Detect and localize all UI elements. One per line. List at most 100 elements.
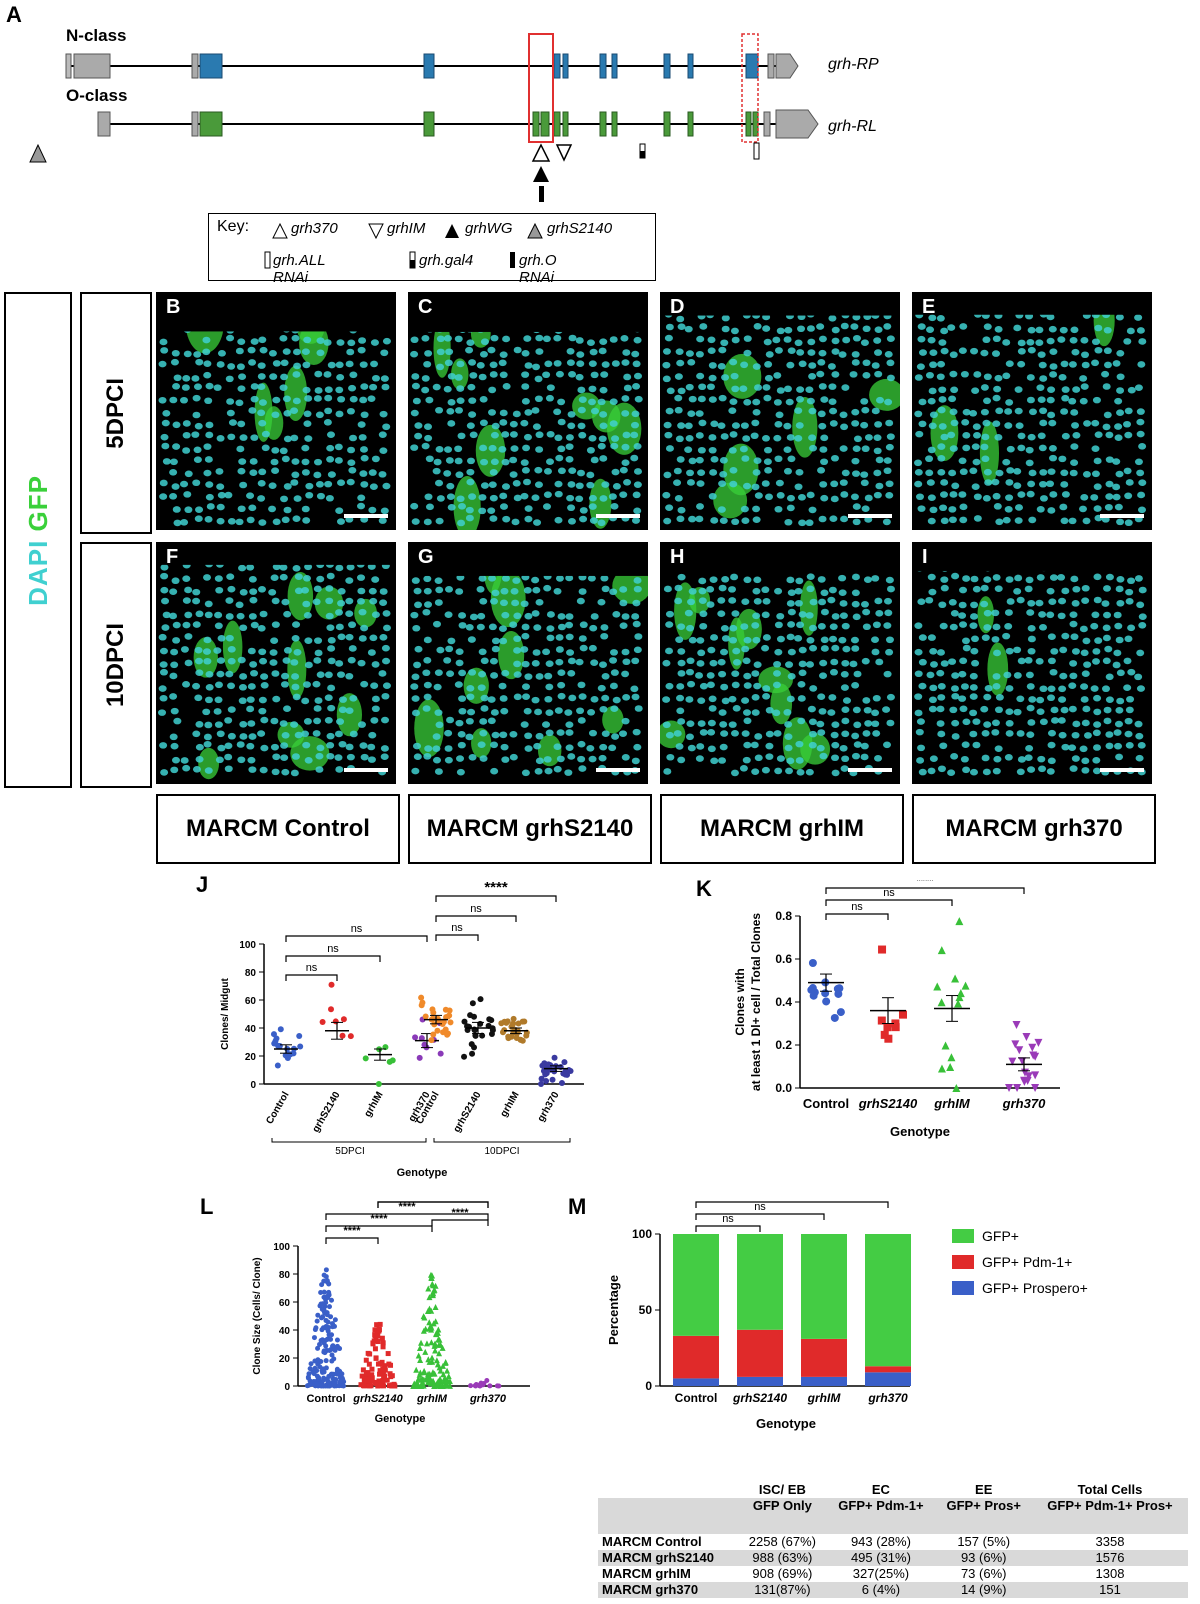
tick-label: 0.0 xyxy=(775,1081,792,1095)
data-point xyxy=(513,1034,520,1041)
data-point xyxy=(363,1357,369,1363)
category-label: grhS2140 xyxy=(311,1090,343,1135)
data-point xyxy=(471,1013,478,1020)
data-point xyxy=(382,1367,388,1373)
data-point xyxy=(307,1366,313,1372)
data-point xyxy=(319,1327,325,1333)
data-point xyxy=(323,1358,329,1364)
panel-k-letter: K xyxy=(696,876,712,901)
data-point xyxy=(385,1351,391,1357)
data-point xyxy=(375,1081,382,1087)
o-exon xyxy=(599,111,607,137)
bar-segment xyxy=(801,1234,847,1339)
data-point xyxy=(376,1378,382,1384)
key-title: Key: xyxy=(217,218,250,235)
data-point xyxy=(386,1361,392,1367)
category-label: grhIM xyxy=(807,1391,842,1405)
data-point xyxy=(426,1305,433,1312)
data-point xyxy=(472,1383,478,1389)
data-point xyxy=(472,1032,479,1039)
o-exon xyxy=(562,111,569,137)
data-point xyxy=(519,1037,526,1044)
micrograph-letter: C xyxy=(418,296,433,318)
data-point xyxy=(1013,1084,1022,1092)
data-point xyxy=(320,1301,326,1307)
data-point xyxy=(422,1348,429,1355)
data-point xyxy=(423,1340,430,1347)
data-point xyxy=(320,1306,326,1312)
data-point xyxy=(324,1312,330,1318)
data-point xyxy=(1023,1076,1032,1085)
data-point xyxy=(372,1333,378,1339)
track-label-n-class: N-class xyxy=(66,26,127,45)
data-point xyxy=(437,1367,444,1374)
significance-label: ns xyxy=(851,901,863,913)
data-point xyxy=(951,974,960,983)
grh-im-marker xyxy=(555,144,573,162)
data-point xyxy=(428,1274,435,1281)
micrograph-g: G xyxy=(408,542,648,784)
data-point xyxy=(469,1050,476,1057)
data-point xyxy=(420,1327,427,1334)
data-point xyxy=(312,1327,318,1333)
y-axis-label-line2: at least 1 Dl+ cell / Total Clones xyxy=(749,913,763,1091)
tick-label: 100 xyxy=(632,1227,652,1241)
significance-label: ns xyxy=(327,943,339,955)
data-point xyxy=(373,1355,379,1361)
data-point xyxy=(521,1018,528,1025)
category-label: grh370 xyxy=(867,1391,908,1405)
table-row: MARCM grhS2140 988 (63%) 495 (31%) 93 (6… xyxy=(598,1550,1188,1566)
o-utr-exon-2 xyxy=(191,111,199,137)
data-point xyxy=(439,1344,446,1351)
micrograph-e: E xyxy=(912,292,1152,530)
table-subheader: GFP+ Pros+ xyxy=(946,1498,1021,1513)
micrograph-letter: F xyxy=(166,546,179,568)
n-utr-exon-3 xyxy=(191,53,199,79)
data-point xyxy=(336,1383,342,1389)
data-point xyxy=(442,1359,449,1366)
data-point xyxy=(377,1368,383,1374)
data-point xyxy=(270,1031,277,1038)
table-header: ISC/ EB xyxy=(758,1482,806,1497)
data-point xyxy=(808,958,817,967)
data-point xyxy=(447,1019,454,1026)
significance-label: ns xyxy=(306,962,318,974)
grh-o-rnai-marker xyxy=(539,186,544,202)
data-point xyxy=(1024,1072,1033,1081)
panel-m-letter: M xyxy=(568,1194,587,1219)
data-point xyxy=(339,1371,345,1377)
o-exon xyxy=(540,111,550,137)
data-point xyxy=(416,1344,423,1351)
data-point xyxy=(435,1326,442,1333)
data-point xyxy=(372,1327,378,1333)
data-point xyxy=(412,1034,419,1041)
data-point xyxy=(937,1064,946,1073)
data-point xyxy=(417,1357,424,1364)
data-point xyxy=(341,1383,347,1389)
data-point xyxy=(321,1278,327,1284)
data-point xyxy=(306,1371,312,1377)
data-point xyxy=(367,1383,373,1389)
data-point xyxy=(1005,1084,1014,1092)
x-axis-label: Genotype xyxy=(375,1413,426,1425)
data-point xyxy=(558,1079,565,1086)
data-point xyxy=(387,1383,393,1389)
data-point xyxy=(328,1336,334,1342)
n-utr-arrow xyxy=(775,53,799,79)
column-label-control: MARCM Control xyxy=(156,794,400,864)
tick-label: 80 xyxy=(245,968,257,979)
bar-segment xyxy=(673,1335,719,1379)
data-point xyxy=(480,1382,486,1388)
data-point xyxy=(362,1055,369,1062)
table-subheader: GFP+ Pdm-1+ xyxy=(838,1498,924,1513)
legend-gfp: GFP+ xyxy=(952,1228,1019,1244)
o-exon xyxy=(553,111,561,137)
data-point xyxy=(380,1344,386,1350)
significance-label: **** xyxy=(398,1201,416,1213)
panel-l-letter: L xyxy=(200,1194,214,1219)
category-label: grhIM xyxy=(362,1090,385,1119)
micrograph-c: C xyxy=(408,292,648,530)
data-point xyxy=(297,1043,304,1050)
data-point xyxy=(375,1361,381,1367)
micrograph-letter: G xyxy=(418,546,434,568)
